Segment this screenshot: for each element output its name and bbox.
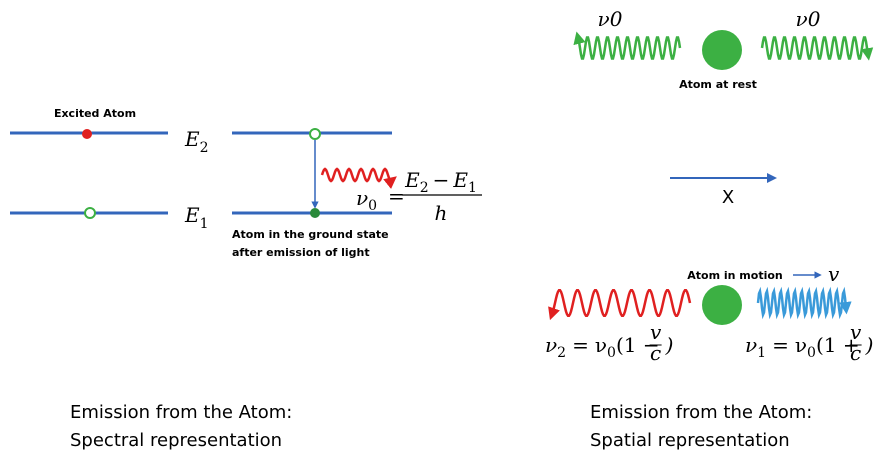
index: 0 [607,345,616,361]
fraction-den: c [650,341,661,365]
blue-shifted-wave [756,286,852,320]
close: ) [865,333,874,357]
nu: ν [745,333,757,357]
index: 0 [368,198,377,214]
empty-state [309,128,321,140]
numerator: E2− E1 [404,168,477,196]
denominator: h [435,201,448,225]
formula-text: ν2 = ν0(1 − [545,333,660,361]
ground-label: after emission of light [232,246,370,259]
level-label: E1 [184,203,209,232]
symbol: E [404,168,420,192]
formula-lhs: ν0 [356,186,377,214]
atom [702,285,742,325]
fraction-den: c [850,341,861,365]
nu: ν [545,333,557,357]
fraction-num: v [650,320,662,344]
equals: = [772,333,789,357]
nu: ν [795,333,807,357]
ground-electron [310,208,320,218]
axis-label: X [722,187,734,208]
index: 2 [200,140,209,156]
rest-label: Atom at rest [679,78,757,91]
symbol: E [184,127,200,151]
frequency-label: ν0 [598,7,623,31]
level-label: E2 [184,127,209,156]
photon-wave [320,167,397,189]
caption: Emission from the Atom: [590,402,812,423]
caption: Emission from the Atom: [70,402,292,423]
minus: − [433,168,450,192]
caption: Spatial representation [590,430,790,451]
formula-text: ν1 = ν0(1 + [745,333,860,361]
index: 2 [420,180,429,196]
frequency-label: ν0 [796,7,821,31]
wave [573,31,682,60]
symbol: E [452,168,468,192]
nu: ν [595,333,607,357]
doppler-formula: ν2 = ν0(1 −vc) [545,320,673,365]
motion-label: Atom in motion [687,269,783,282]
nu: ν [356,186,368,210]
index: 0 [807,345,816,361]
fraction-num: v [850,320,862,344]
empty-state [84,207,96,219]
index: 2 [557,345,566,361]
equals: = [572,333,589,357]
index: 1 [468,180,477,196]
excited-electron [82,129,92,139]
atom [702,30,742,70]
excited-label: Excited Atom [54,107,136,120]
symbol: E [184,203,200,227]
caption: Spectral representation [70,430,282,451]
equals: = [388,184,405,208]
close: ) [665,333,674,357]
doppler-formula: ν1 = ν0(1 +vc) [745,320,873,365]
ground-label: Atom in the ground state [232,228,389,241]
index: 1 [200,216,209,232]
velocity-label: v [828,262,840,286]
index: 1 [757,345,766,361]
wave [760,36,874,61]
red-shifted-wave [548,288,692,321]
